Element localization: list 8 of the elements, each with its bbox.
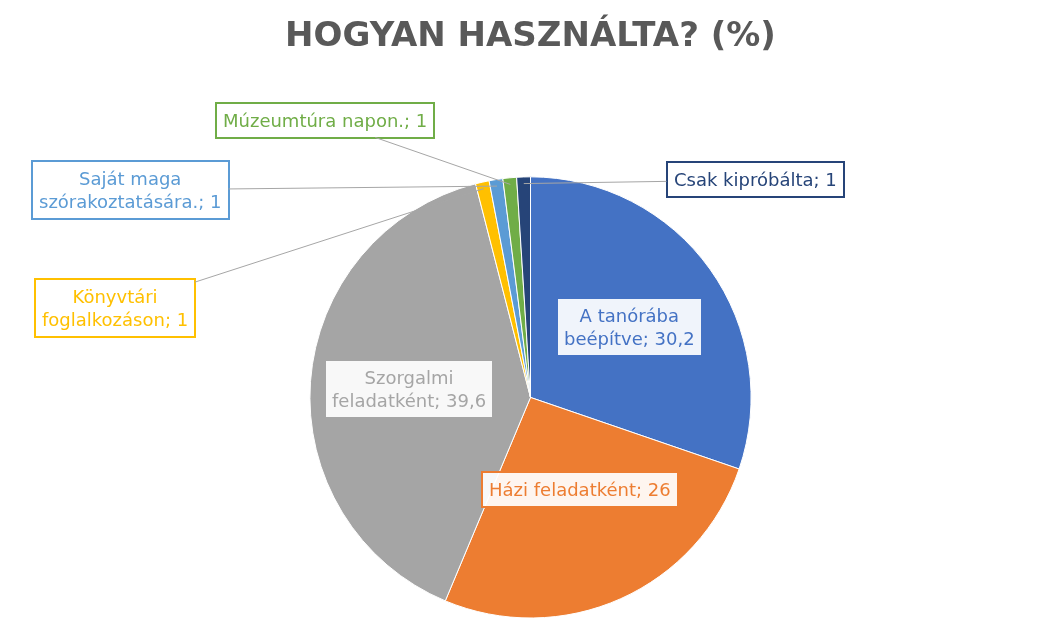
slice-label: Házi feladatként; 26 [489,479,671,500]
slice-label: Szorgalmi feladatként; 39,6 [332,367,487,412]
chart-title: HOGYAN HASZNÁLTA? (%) [285,13,776,54]
slice-label: Múzeumtúra napon.; 1 [223,110,428,131]
slice-label: Könyvtári foglalkozáson; 1 [42,286,189,331]
slice-label: Csak kipróbálta; 1 [674,169,837,190]
slice-label: Saját maga szórakoztatására.; 1 [39,168,222,213]
slice-label: A tanórába beépítve; 30,2 [564,305,695,350]
